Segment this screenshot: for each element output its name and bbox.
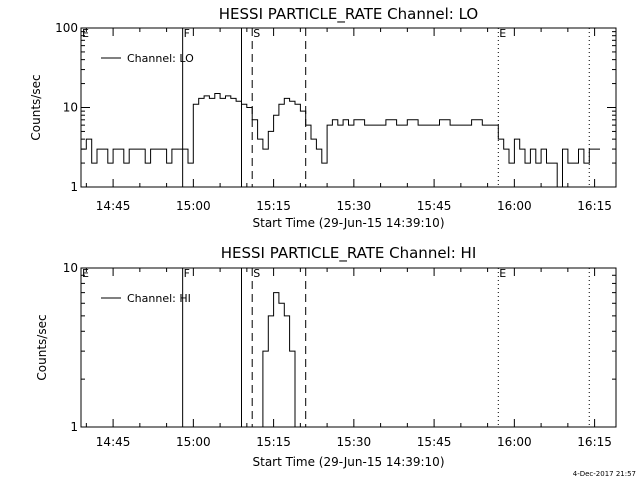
y-tick-label: 10 [63,101,78,115]
y-tick-label: 1 [70,420,78,434]
x-axis-label: Start Time (29-Jun-15 14:39:10) [253,216,445,230]
x-tick-label: 15:15 [256,435,291,449]
event-flag-label: E [82,27,89,40]
event-flag-label: E [82,267,89,280]
x-tick-label: 16:00 [497,435,532,449]
legend-label: Channel: LO [127,52,194,65]
series-line [81,93,600,188]
y-tick-label: 100 [55,21,78,35]
chart-title: HESSI PARTICLE_RATE Channel: LO [219,5,478,24]
plot-frame [80,267,617,428]
x-tick-label: 15:15 [256,199,291,213]
x-tick-label: 15:45 [417,199,452,213]
event-flag-label: E [499,27,506,40]
x-tick-label: 14:45 [96,199,131,213]
x-tick-label: 16:15 [577,435,612,449]
x-axis-label: Start Time (29-Jun-15 14:39:10) [253,455,445,469]
x-tick-label: 14:45 [96,435,131,449]
chart-title: HESSI PARTICLE_RATE Channel: HI [221,244,477,263]
event-flag-label: F [184,27,190,40]
x-tick-label: 15:30 [337,435,372,449]
x-tick-label: 15:45 [417,435,452,449]
x-tick-label: 15:00 [176,199,211,213]
x-tick-label: 15:00 [176,435,211,449]
chart-panel-1: HESSI PARTICLE_RATE Channel: LO 14:45 15:0… [29,5,617,230]
y-axis-label: Counts/sec [29,74,43,140]
event-flag-label: E [499,267,506,280]
event-flag-label: F [184,267,190,280]
x-tick-label: 16:00 [497,199,532,213]
y-tick-label: 10 [63,261,78,275]
y-tick-label: 1 [70,180,78,194]
series-line [257,292,301,428]
x-tick-label: 15:30 [337,199,372,213]
event-flag-label: S [253,27,260,40]
plot-timestamp: 4-Dec-2017 21:57 [573,470,636,478]
x-tick-label: 16:15 [577,199,612,213]
y-axis-label: Counts/sec [35,314,49,380]
event-flag-label: S [253,267,260,280]
chart-panel-2: HESSI PARTICLE_RATE Channel: HI 14:45 15:0… [35,244,617,469]
legend-label: Channel: HI [127,292,191,305]
